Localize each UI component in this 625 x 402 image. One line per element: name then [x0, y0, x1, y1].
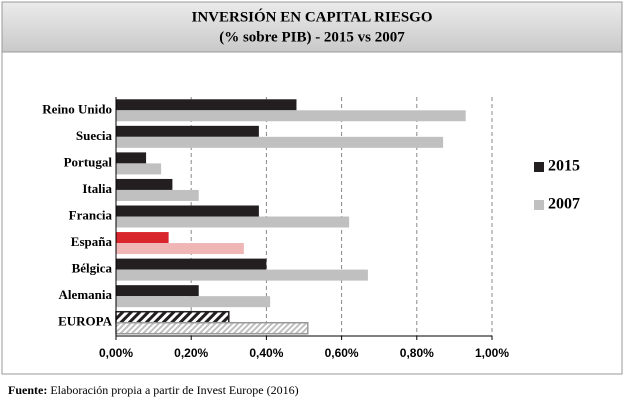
legend-swatch	[534, 162, 544, 172]
source: Fuente: Elaboración propia a partir de I…	[8, 383, 299, 397]
chart-title: INVERSIÓN EN CAPITAL RIESGO	[191, 8, 432, 25]
y-tick-label: España	[71, 234, 113, 249]
x-tick-label: 1,00%	[475, 346, 509, 360]
bar	[116, 296, 271, 308]
y-tick-label: Francia	[69, 207, 113, 222]
x-tick-label: 0,60%	[325, 346, 359, 360]
y-tick-label: Portugal	[64, 154, 113, 169]
y-tick-label: Bélgica	[72, 261, 113, 276]
source-label: Fuente:	[8, 383, 47, 397]
title-box	[1, 1, 623, 53]
bar	[115, 310, 230, 324]
bar	[116, 243, 244, 255]
y-tick-label: EUROPA	[58, 314, 113, 329]
chart-title: (% sobre PIB) - 2015 vs 2007	[219, 29, 405, 45]
bar	[116, 136, 444, 148]
bar	[116, 178, 173, 190]
bar	[115, 321, 309, 335]
bar	[116, 258, 267, 270]
y-tick-label: Italia	[82, 181, 112, 196]
bar	[116, 205, 259, 217]
bar	[116, 99, 297, 111]
x-tick-label: 0,40%	[249, 346, 283, 360]
y-tick-label: Suecia	[76, 128, 113, 143]
bar	[116, 189, 199, 201]
x-tick-label: 0,00%	[99, 346, 133, 360]
bar	[116, 285, 199, 297]
bar	[116, 216, 350, 228]
y-tick-label: Alemania	[59, 287, 113, 302]
bar	[116, 232, 169, 244]
legend-label: 2015	[548, 158, 580, 175]
bar	[116, 110, 466, 122]
source-text: Elaboración propia a partir de Invest Eu…	[50, 383, 298, 397]
bar	[116, 125, 259, 137]
frame	[1, 1, 623, 375]
x-tick-label: 0,80%	[400, 346, 434, 360]
bar	[116, 152, 147, 164]
x-tick-label: 0,20%	[174, 346, 208, 360]
y-tick-label: Reino Unido	[42, 101, 112, 116]
legend-swatch	[534, 200, 544, 210]
bar	[116, 163, 162, 175]
bar	[116, 269, 368, 281]
legend-label: 2007	[548, 196, 580, 213]
